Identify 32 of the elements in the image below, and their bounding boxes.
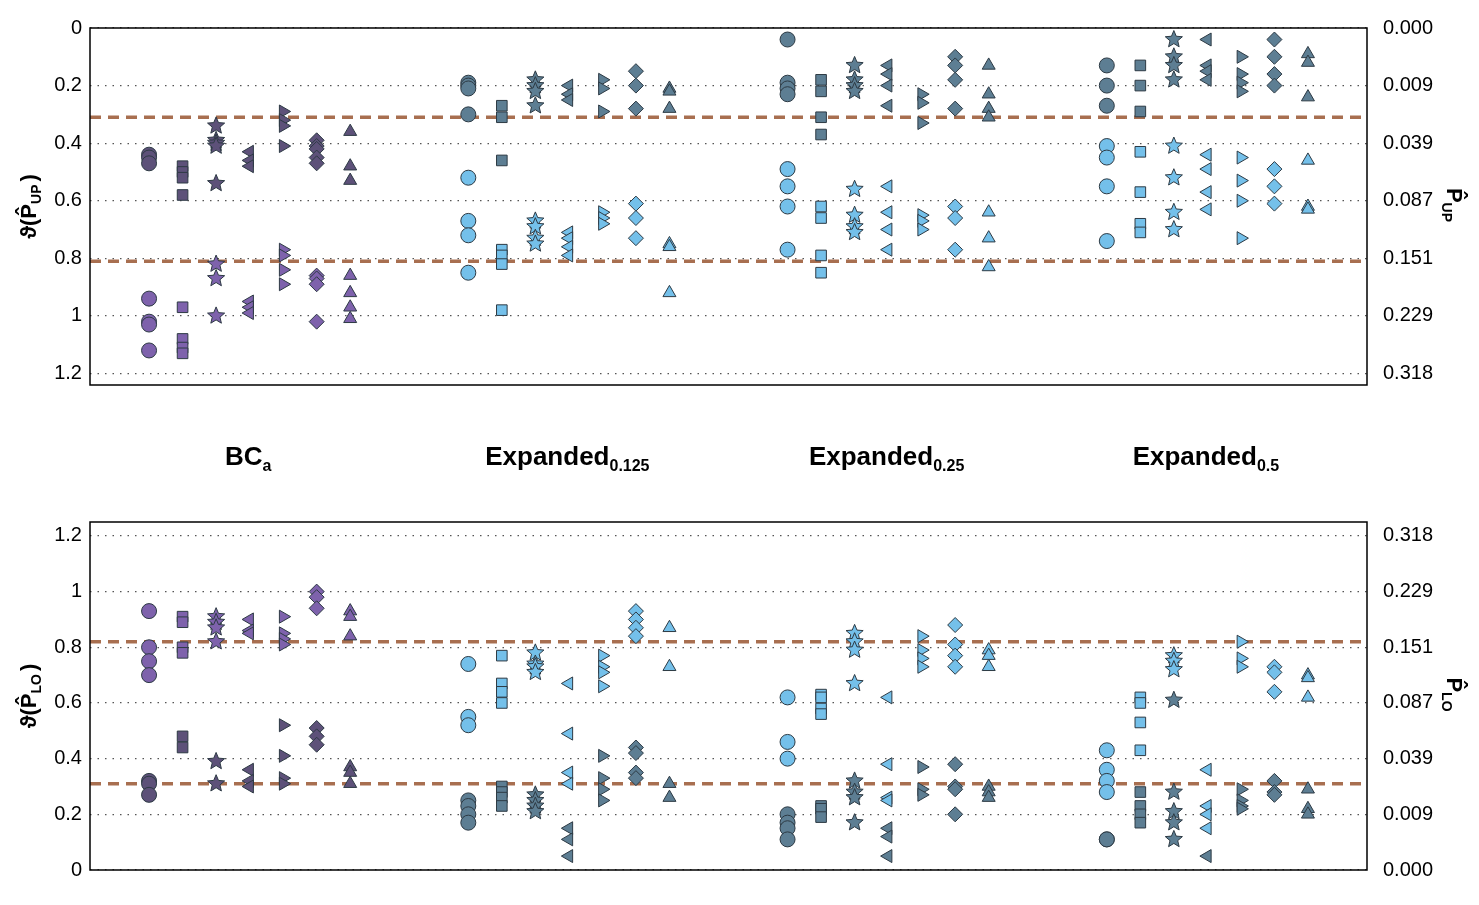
y-axis-title: ϑ(P̂LO) xyxy=(15,663,44,729)
category-label: 0.151 xyxy=(1383,634,1434,657)
y-tick-label: 1 xyxy=(70,303,82,326)
category-label: 0.087 xyxy=(1383,188,1434,211)
category-label: 0.087 xyxy=(1383,690,1434,713)
y-tick-label: 0.2 xyxy=(54,73,82,96)
y-tick-label: 0 xyxy=(70,857,82,880)
y2-axis-title: P̂LO xyxy=(1439,677,1468,712)
y-tick-label: 1.2 xyxy=(54,361,82,383)
category-label: 0.009 xyxy=(1383,801,1434,824)
y-tick-label: 0.6 xyxy=(54,188,82,211)
y-tick-label: 0.8 xyxy=(54,634,82,657)
y-tick-label: 1.2 xyxy=(54,523,82,546)
category-label: 0.009 xyxy=(1383,73,1434,96)
y-tick-label: 0.4 xyxy=(54,130,82,153)
category-label: 0.000 xyxy=(1383,857,1434,880)
category-label: 0.151 xyxy=(1383,245,1434,268)
y-tick-label: 0.6 xyxy=(54,690,82,713)
category-label: 0.000 xyxy=(1383,15,1434,38)
category-label: 0.229 xyxy=(1383,579,1434,602)
category-label: 0.039 xyxy=(1383,130,1434,153)
y-tick-label: 0.4 xyxy=(54,746,82,769)
y-tick-label: 1 xyxy=(70,579,82,602)
y-tick-label: 0 xyxy=(70,15,82,38)
y2-axis-title: P̂UP xyxy=(1439,187,1468,223)
y-tick-label: 0.2 xyxy=(54,801,82,824)
category-label: 0.229 xyxy=(1383,303,1434,326)
y-axis-title: ϑ(P̂UP) xyxy=(15,174,44,239)
y-tick-label: 0.8 xyxy=(54,245,82,268)
category-label: 0.318 xyxy=(1383,523,1434,546)
category-label: 0.318 xyxy=(1383,361,1434,383)
category-label: 0.039 xyxy=(1383,746,1434,769)
